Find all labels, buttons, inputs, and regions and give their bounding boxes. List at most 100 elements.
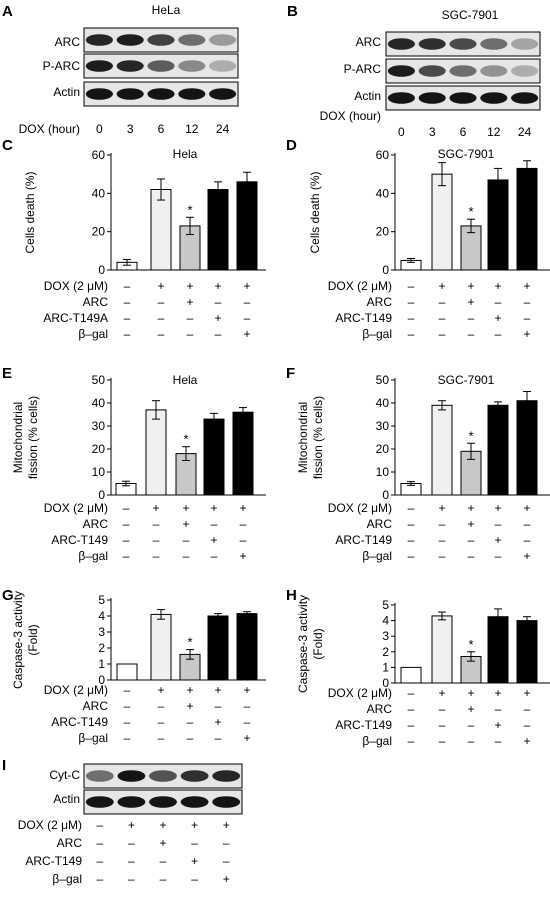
condition-label: ARC	[83, 295, 109, 309]
blot-lane-label: 0	[398, 125, 405, 139]
condition-sign: +	[467, 686, 474, 700]
condition-sign: –	[495, 517, 502, 531]
y-axis-label: Mitochondrialfission (% cells)	[296, 396, 325, 479]
condition-sign: –	[215, 295, 222, 309]
condition-sign: +	[467, 517, 474, 531]
y-axis-label: Caspase-3 activity(Fold)	[296, 595, 325, 693]
significance-marker: *	[183, 432, 188, 447]
condition-sign: –	[187, 731, 194, 745]
condition-sign: –	[191, 836, 198, 850]
bar-panel-d: D 0 20 40 60 Cells death (%) SGC-7901 * DOX (2 …	[286, 137, 550, 341]
blot-band	[147, 88, 175, 100]
condition-label: DOX (2 μM)	[328, 686, 392, 700]
condition-sign: –	[96, 836, 103, 850]
bar	[516, 620, 538, 684]
y-axis-label: Cells death (%)	[308, 171, 322, 253]
condition-sign: +	[523, 501, 530, 515]
condition-sign: –	[439, 327, 446, 341]
condition-table: DOX (2 μM) – + + + + ARC – – + – – ARC-T149 – – – + – β–ga…	[328, 686, 531, 748]
condition-sign: –	[524, 517, 531, 531]
condition-sign: +	[438, 501, 445, 515]
condition-sign: –	[439, 734, 446, 748]
condition-label: ARC	[367, 702, 393, 716]
y-tick-label: 40	[376, 186, 390, 200]
condition-sign: +	[214, 683, 221, 697]
condition-sign: –	[158, 715, 165, 729]
y-tick-label: 20	[376, 442, 390, 456]
blot-band	[117, 796, 146, 808]
condition-sign: –	[153, 533, 160, 547]
bar	[400, 666, 422, 684]
condition-sign: –	[153, 517, 160, 531]
blot-band	[480, 38, 508, 50]
blot-lane-label: 3	[429, 125, 436, 139]
blot-band	[387, 65, 415, 77]
condition-label: DOX (2 μM)	[18, 818, 82, 832]
condition-sign: –	[468, 327, 475, 341]
y-tick-label: 40	[92, 186, 106, 200]
condition-table: DOX (2 μM) – + + + + ARC – – + – – ARC-T149 – – – + – β–ga…	[328, 501, 531, 563]
condition-sign: –	[244, 715, 251, 729]
blot-lane-label: 24	[518, 125, 532, 139]
condition-sign: –	[124, 279, 131, 293]
blot-band	[147, 34, 175, 46]
condition-sign: –	[187, 311, 194, 325]
blot-a-lane-labels: 0 3 6 12 24	[96, 122, 230, 136]
chart-title: Hela	[173, 373, 198, 387]
bar-chart-h: 0 12 34 5 Caspase-3 activity(Fold) * DOX (2 μM…	[296, 595, 550, 748]
blot-b-row-label-1: ARC	[356, 35, 382, 49]
condition-sign: –	[439, 311, 446, 325]
condition-sign: –	[408, 686, 415, 700]
y-axis-label-line: Cells death (%)	[308, 171, 322, 253]
blot-band	[85, 34, 113, 46]
blot-i-condition-table: DOX (2 μM) – + + + +ARC – – + – –ARC-T149– – – + –β–ga…	[18, 818, 230, 886]
blot-lane-label: 6	[158, 122, 165, 136]
condition-sign: –	[244, 699, 251, 713]
y-axis-label-line: Mitochondrial	[11, 402, 25, 473]
condition-label: ARC-T149	[51, 533, 108, 547]
condition-label: DOX (2 μM)	[44, 501, 108, 515]
blot-b-lane-labels: 0 3 6 12 24	[398, 125, 532, 139]
chart-title: SGC-7901	[438, 373, 495, 387]
y-tick-label: 30	[92, 419, 106, 433]
bar	[487, 179, 509, 271]
bar	[516, 167, 538, 271]
bar	[116, 663, 138, 681]
condition-label: β–gal	[78, 731, 108, 745]
condition-sign: –	[524, 295, 531, 309]
condition-sign: +	[494, 501, 501, 515]
significance-marker: *	[468, 204, 473, 219]
condition-sign: –	[123, 549, 130, 563]
bar	[487, 404, 509, 496]
condition-label: DOX (2 μM)	[328, 279, 392, 293]
condition-sign: –	[439, 718, 446, 732]
bar	[150, 189, 172, 271]
y-axis-label-line: (Fold)	[26, 624, 40, 655]
condition-sign: +	[210, 501, 217, 515]
condition-sign: –	[240, 517, 247, 531]
blot-panel-i: I Cyt-C Actin DOX (2 μM) – + + + +ARC – – + – –ARC…	[2, 757, 243, 886]
condition-sign: –	[439, 295, 446, 309]
bar-chart-d: 0 20 40 60 Cells death (%) SGC-7901 * DOX (2 μM…	[308, 147, 550, 341]
blot-a-row-label-1: ARC	[55, 35, 81, 49]
blot-band	[209, 88, 237, 100]
y-tick-label: 5	[382, 598, 389, 612]
bar	[431, 173, 453, 271]
blot-band	[418, 92, 446, 104]
condition-sign: –	[158, 295, 165, 309]
y-axis-label-line: Mitochondrial	[296, 402, 310, 473]
condition-sign: +	[186, 279, 193, 293]
condition-sign: +	[159, 836, 166, 850]
condition-label: ARC-T149	[335, 533, 392, 547]
panel-label-i: I	[2, 757, 6, 774]
blot-band	[116, 34, 144, 46]
blot-lane-label: 0	[96, 122, 103, 136]
bar	[232, 411, 254, 496]
blot-band	[511, 65, 539, 77]
bar	[145, 409, 167, 496]
bar	[487, 616, 509, 684]
blot-band	[117, 770, 146, 782]
blot-band	[387, 92, 415, 104]
bar-panel-c: C 0 20 40 60 Cells death (%) Hela * DOX (2 μM) –…	[2, 137, 266, 341]
condition-table: DOX (2 μM) – + + + + ARC – – + – – ARC-T149A – – – + – β–g…	[43, 279, 250, 341]
